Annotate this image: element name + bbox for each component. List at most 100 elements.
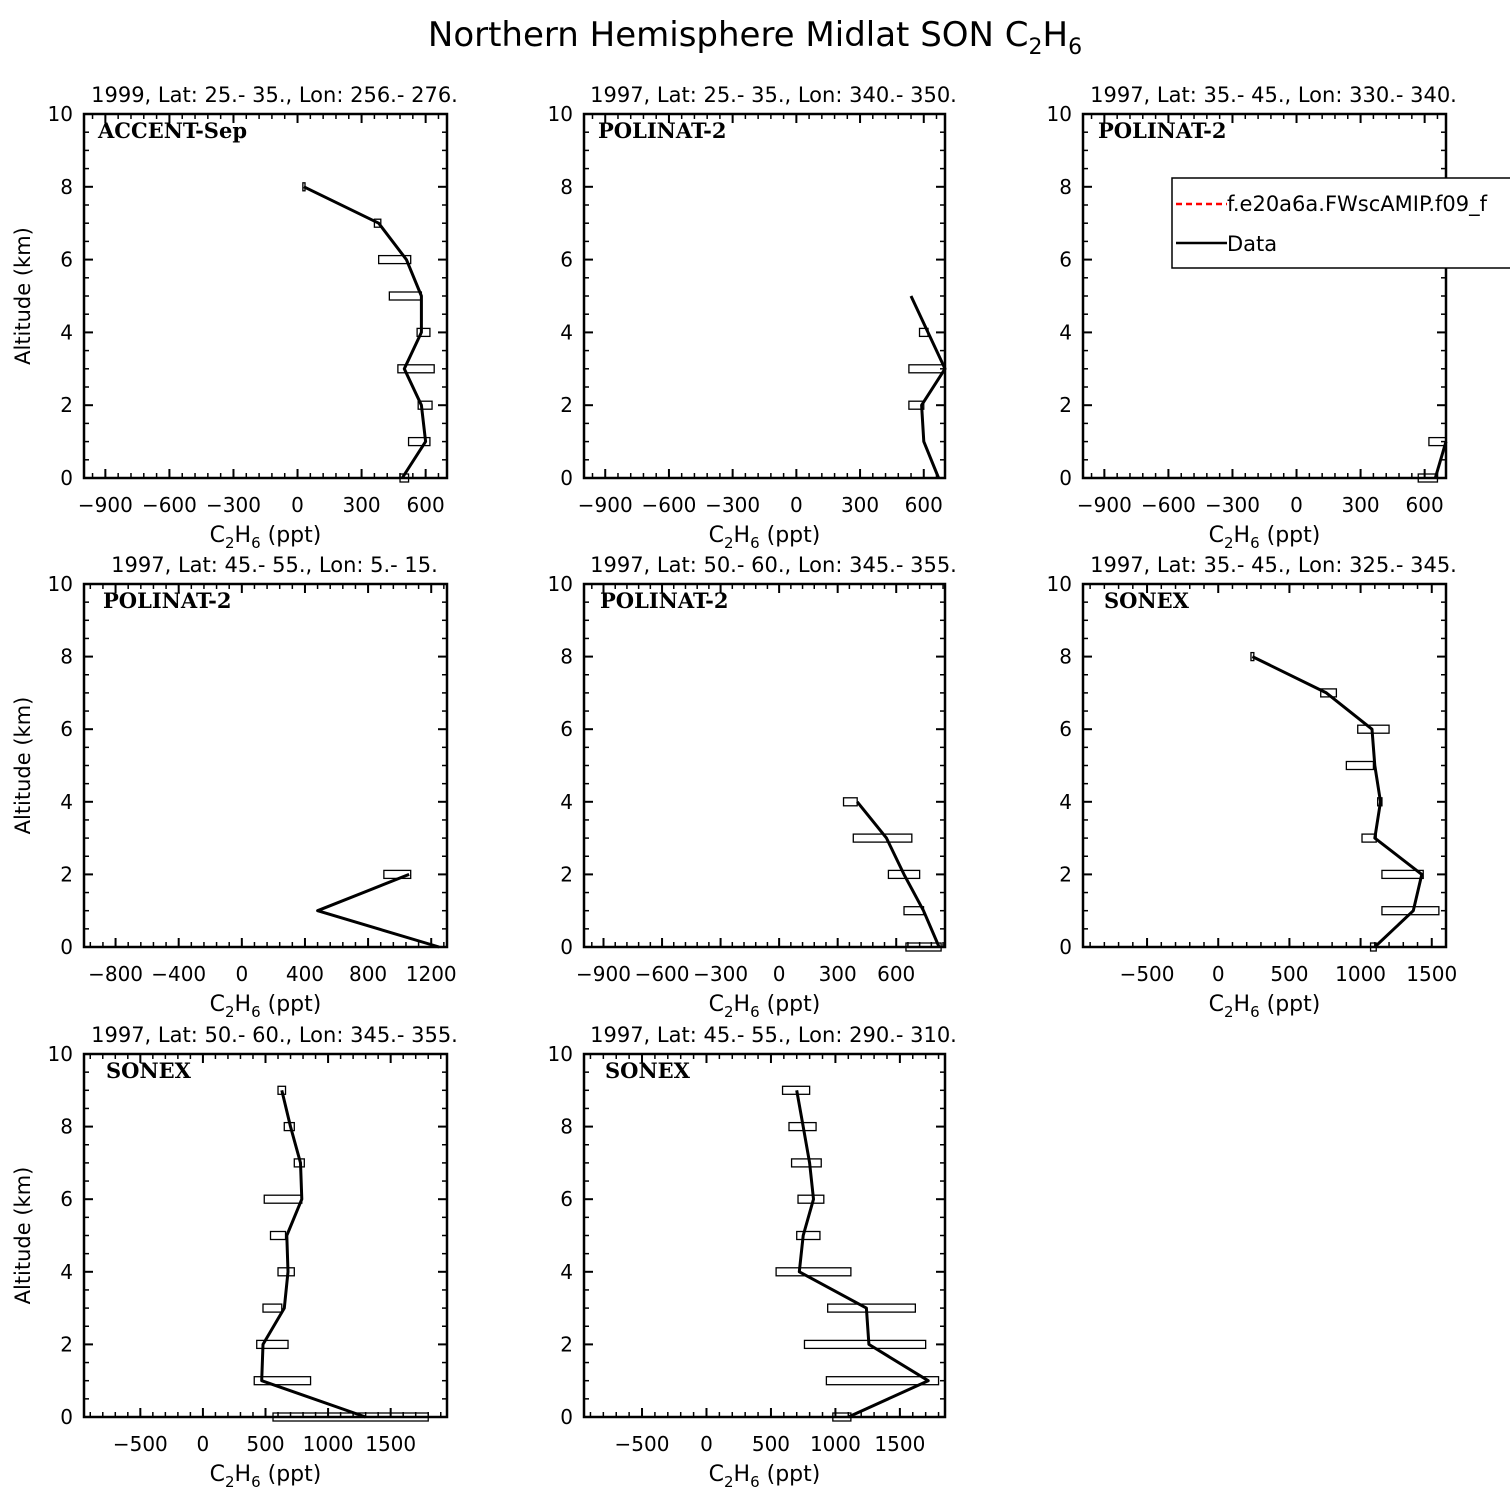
y-tick-label: 10 [1047,102,1072,126]
x-tick-label: 0 [773,962,786,986]
y-tick-label: 2 [1059,862,1072,886]
y-tick-label: 4 [560,790,573,814]
x-tick-label: −500 [113,1432,168,1456]
x-tick-label: −500 [1120,962,1175,986]
y-axis-label: Altitude (km) [11,1167,35,1305]
panel-5: 1997, Lat: 50.- 60., Lon: 345.- 355. 0 2 4 6… [548,553,957,1021]
range-box [908,400,925,410]
x-tick-label: 1200 [406,962,457,986]
x-tick-label: 0 [1290,493,1303,517]
panel-subtitle: 1997, Lat: 50.- 60., Lon: 345.- 355. [590,553,957,577]
range-box [373,218,382,228]
range-box [1320,688,1338,698]
campaign-label: POLINAT-2 [598,118,727,143]
range-box [378,254,412,265]
data-profile-line [1251,655,1424,949]
data-profile-line [909,295,947,479]
plot-frame [82,1052,449,1419]
range-box [416,327,431,338]
x-tick-label: 1000 [1335,962,1386,986]
x-tick-label: −400 [151,962,206,986]
x-tick-label: 500 [1270,962,1308,986]
data-profile-line [856,800,941,948]
range-box [1417,473,1439,483]
campaign-label: ACCENT-Sep [97,118,247,143]
range-box [263,1194,303,1204]
campaign-label: POLINAT-2 [1098,118,1227,143]
y-tick-label: 10 [48,1042,73,1066]
y-tick-label: 0 [560,935,573,959]
range-box [827,1303,916,1313]
y-tick-label: 10 [548,102,573,126]
plot-frame [1081,112,1448,480]
x-tick-label: 0 [790,493,803,517]
y-tick-label: 0 [1059,466,1072,490]
x-tick-label: 0 [197,1432,210,1456]
y-tick-label: 0 [60,1405,73,1429]
y-tick-label: 6 [60,717,73,741]
y-tick-label: 2 [60,1332,73,1356]
y-axis-label: Altitude (km) [11,227,35,365]
range-box [1345,760,1375,771]
y-tick-label: 8 [560,645,573,669]
y-tick-label: 6 [60,248,73,272]
x-axis-label: C2H6 (ppt) [709,523,821,552]
x-tick-label: 1500 [365,1432,416,1456]
x-tick-label: −500 [615,1432,670,1456]
data-profile-line [260,1089,367,1419]
range-box [905,942,942,952]
y-tick-label: 10 [548,1042,573,1066]
plot-frame [1081,582,1448,949]
x-tick-label: 300 [819,962,857,986]
y-tick-label: 2 [1059,393,1072,417]
plot-frame [582,582,947,949]
x-tick-label: 400 [286,962,324,986]
x-axis-label: C2H6 (ppt) [709,1462,821,1491]
x-axis-label: C2H6 (ppt) [1209,523,1321,552]
y-tick-label: 8 [560,1115,573,1139]
y-tick-label: 4 [560,1260,573,1284]
panel-4: 1997, Lat: 45.- 55., Lon: 5.- 15. 0 2 4 6 8 10… [11,553,457,1021]
range-box [797,1194,825,1204]
x-tick-label: 1000 [303,1432,354,1456]
y-tick-label: 4 [1059,790,1072,814]
panel-7: 1997, Lat: 50.- 60., Lon: 345.- 355. 0 2 4 6… [11,1023,458,1491]
range-box [262,1303,283,1313]
y-tick-label: 0 [60,935,73,959]
x-tick-label: 300 [841,493,879,517]
campaign-label: POLINAT-2 [600,588,729,613]
legend-box [1171,177,1510,269]
range-box [397,364,435,374]
plot-frame [82,112,449,480]
x-tick-label: −300 [705,493,760,517]
y-tick-label: 0 [60,466,73,490]
x-tick-label: −300 [693,962,748,986]
x-tick-label: −600 [641,493,696,517]
campaign-label: SONEX [106,1058,192,1083]
x-axis-label: C2H6 (ppt) [1209,992,1321,1021]
legend: f.e20a6a.FWscAMIP.f09_f Data [1171,177,1510,269]
panel-2: 1997, Lat: 25.- 35., Lon: 340.- 350. 0 2 4 6… [548,83,957,552]
range-box [256,1339,289,1350]
data-profile-line [303,185,428,479]
data-profile-line [795,1090,930,1419]
x-tick-label: −900 [1077,493,1132,517]
range-box [790,1158,822,1168]
legend-data-label: Data [1227,232,1277,256]
panel-subtitle: 1999, Lat: 25.- 35., Lon: 256.- 276. [91,83,458,107]
y-tick-label: 4 [60,790,73,814]
range-box [388,291,423,301]
range-box [825,1376,940,1386]
data-profile-line [316,873,440,949]
data-profile-line [1433,441,1448,479]
y-tick-label: 10 [548,572,573,596]
range-box [908,364,946,374]
y-tick-label: 6 [60,1187,73,1211]
x-tick-label: −900 [78,493,133,517]
plot-frame [582,1052,947,1419]
x-tick-label: 800 [349,962,387,986]
y-tick-label: 2 [560,862,573,886]
y-tick-label: 8 [560,175,573,199]
panel-3: 1997, Lat: 35.- 45., Lon: 330.- 340. 0 2 4 6… [1047,83,1510,552]
